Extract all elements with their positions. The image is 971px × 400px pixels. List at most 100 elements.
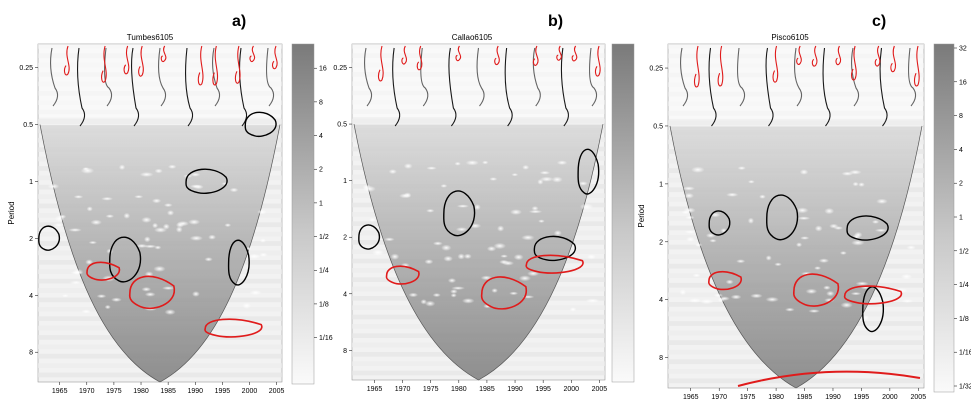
colorbar-tick-label: 2 — [959, 181, 963, 188]
x-tick-label: 1975 — [423, 386, 439, 393]
x-tick-label: 1985 — [160, 388, 176, 395]
black-contour — [476, 47, 485, 107]
black-contour — [443, 190, 476, 237]
panel-letter: a) — [232, 13, 246, 30]
red-contour — [594, 45, 601, 77]
black-contour — [907, 47, 917, 107]
red-contour — [123, 45, 130, 75]
black-contour — [130, 47, 140, 127]
y-tick-label: 8 — [29, 350, 33, 357]
red-contour — [811, 45, 818, 67]
red-contour — [796, 45, 802, 65]
cone-of-influence — [354, 124, 603, 380]
black-contour — [862, 286, 885, 333]
red-contour — [377, 45, 384, 82]
black-contour — [448, 47, 457, 127]
x-tick-label: 1970 — [711, 394, 727, 400]
red-contour — [401, 45, 408, 65]
colorbar: 16 8 4 2 1 1/2 1/4 1/8 1/16 — [291, 43, 333, 385]
phase-contours — [693, 45, 921, 387]
colorbar-tick-label: 1/2 — [319, 234, 329, 241]
x-tick-label: 1975 — [740, 394, 756, 400]
colorbar-tick-label: 1/8 — [319, 301, 329, 308]
red-contour — [86, 261, 121, 281]
red-contour — [717, 45, 724, 87]
y-tick-label: 0.25 — [649, 66, 663, 73]
black-contour — [76, 47, 86, 127]
colorbar-tick-label: 4 — [959, 147, 963, 154]
x-tick-label: 1990 — [187, 388, 203, 395]
red-contour — [197, 45, 204, 86]
red-contour — [556, 45, 562, 61]
power-spots — [679, 166, 916, 321]
y-tick-label: 1 — [29, 179, 33, 186]
x-tick-label: 1995 — [215, 388, 231, 395]
colorbar-tick-label: 1/4 — [959, 282, 969, 289]
y-tick-label: 4 — [343, 291, 347, 298]
red-contour — [128, 275, 175, 310]
y-axis-label: Period — [7, 201, 16, 224]
red-contour — [480, 276, 527, 310]
black-contour — [103, 47, 113, 107]
red-contour — [792, 273, 840, 307]
colorbar-tick-label: 8 — [959, 113, 963, 120]
colorbar-tick-label: 1 — [959, 215, 963, 222]
black-contour — [38, 225, 61, 251]
x-tick-label: 1985 — [797, 394, 813, 400]
x-tick-label: 1965 — [52, 388, 68, 395]
red-contour — [494, 45, 500, 66]
black-contour — [363, 47, 373, 107]
colorbar: 32 16 8 4 2 1 1/2 1/4 1/8 1/16 1/32 — [933, 43, 971, 393]
colorbar-tick-label: 1/16 — [319, 335, 333, 342]
x-tick-label: 1980 — [768, 394, 784, 400]
wavelet-panel-2: 1965 1970 1975 1980 1985 1990 1995 2000 2005 0.25… — [333, 13, 635, 393]
black-contour — [822, 47, 831, 127]
red-contour — [63, 45, 70, 76]
y-tick-label: 4 — [29, 293, 33, 300]
x-tick-label: 1995 — [535, 386, 551, 393]
black-contour — [184, 47, 194, 127]
y-tick-label: 8 — [659, 355, 663, 362]
y-tick-label: 0.5 — [653, 123, 663, 130]
red-contour — [532, 45, 539, 66]
black-contour — [265, 47, 275, 107]
power-spots — [359, 160, 600, 312]
black-contour — [504, 47, 513, 127]
red-contour — [271, 45, 278, 70]
colorbar-gradient — [611, 43, 635, 383]
red-contour — [138, 45, 144, 77]
y-tick-label: 0.25 — [19, 65, 33, 72]
y-tick-label: 4 — [659, 297, 663, 304]
y-tick-label: 1 — [659, 181, 663, 188]
black-contour — [560, 47, 569, 127]
red-contour — [874, 45, 881, 67]
black-contour — [358, 224, 381, 250]
phase-contours — [63, 45, 278, 338]
black-contour — [879, 47, 888, 127]
panel-title: Tumbes6105 — [127, 33, 174, 42]
black-contour — [765, 47, 774, 127]
cone-boundary — [39, 124, 281, 383]
colorbar-tick-label: 32 — [959, 46, 967, 53]
y-tick-label: 8 — [343, 348, 347, 355]
colorbar-tick-label: 4 — [319, 133, 323, 140]
x-tick-label: 1995 — [854, 394, 870, 400]
black-contour — [211, 47, 221, 107]
colorbar-tick-label: 2 — [319, 167, 323, 174]
y-tick-label: 2 — [29, 236, 33, 243]
red-contour — [913, 45, 920, 87]
red-contour — [843, 285, 902, 305]
x-tick-label: 2000 — [563, 386, 579, 393]
significance-contours — [38, 47, 277, 286]
x-axis: 1965 1970 1975 1980 1985 1990 1995 2000 2005 — [367, 380, 607, 393]
black-contour — [392, 47, 401, 127]
red-contour — [212, 45, 219, 86]
colorbar-tick-label: 8 — [319, 99, 323, 106]
y-tick-label: 0.5 — [23, 122, 33, 129]
colorbar-tick-label: 1/8 — [959, 316, 969, 323]
x-axis: 1965 1970 1975 1980 1985 1990 1995 2000 2005 — [683, 388, 926, 400]
black-contour — [238, 47, 248, 127]
x-tick-label: 1980 — [451, 386, 467, 393]
red-contour — [571, 45, 578, 62]
red-contour — [890, 45, 897, 73]
